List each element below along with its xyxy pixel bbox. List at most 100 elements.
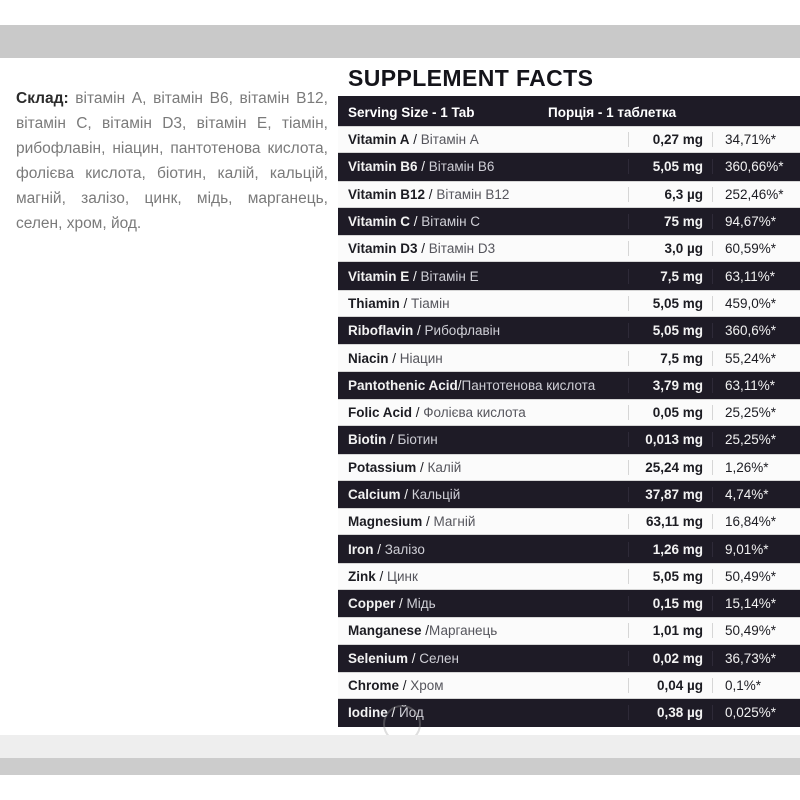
nutrient-name-separator: / — [400, 487, 412, 502]
nutrient-amount-cell: 7,5 mg — [628, 350, 712, 366]
nutrient-name-separator: / — [457, 377, 462, 393]
nutrient-name-ua: Вітамін B6 — [428, 159, 495, 175]
table-row: Zink / Цинк 5,05 mg 50,49%* — [338, 562, 800, 591]
table-row: Vitamin C / Вітамін C 75 mg 94,67%* — [338, 207, 800, 236]
nutrient-name-en: Folic Acid — [348, 405, 413, 421]
nutrient-name-en: Vitamin C — [348, 214, 411, 230]
nutrient-name-ua: Вітамін D3 — [428, 241, 496, 257]
nutrient-percent-cell: 63,11%* — [712, 377, 800, 393]
nutrient-name-cell: Chrome / Хром — [338, 678, 628, 693]
nutrient-name-ua: Калій — [427, 459, 462, 475]
content-panel: Склад: вітамін A, вітамін B6, вітамін B1… — [0, 58, 800, 735]
nutrient-percent-cell: 50,49%* — [712, 568, 800, 584]
nutrient-name-ua: Рибофлавін — [424, 323, 501, 339]
serving-size-ua: Порція - 1 таблетка — [548, 104, 677, 120]
nutrient-percent-cell: 459,0%* — [712, 295, 800, 311]
serving-size-row: Serving Size - 1 Tab Порція - 1 таблетка — [338, 98, 800, 126]
nutrient-name-en: Iron — [348, 541, 374, 557]
nutrient-name-cell: Riboflavin / Рибофлавін — [338, 323, 628, 338]
table-row: Biotin / Біотин 0,013 mg 25,25%* — [338, 426, 800, 454]
nutrient-name-cell: Biotin / Біотин — [338, 432, 628, 447]
nutrient-amount-cell: 5,05 mg — [628, 323, 712, 339]
nutrient-name-en: Manganese — [348, 623, 422, 639]
nutrient-name-separator: / — [417, 159, 429, 175]
nutrient-name-cell: Thiamin / Тіамін — [338, 296, 628, 311]
nutrient-name-en: Vitamin B12 — [348, 186, 426, 202]
table-row: Chrome / Хром 0,04 µg 0,1%* — [338, 671, 800, 700]
ingredients-label: Склад: — [16, 90, 69, 107]
nutrient-name-ua: Селен — [419, 650, 459, 666]
bottom-gray-band — [0, 758, 800, 775]
nutrient-name-separator: / — [421, 623, 430, 639]
serving-size-en: Serving Size - 1 Tab — [348, 104, 475, 120]
table-row: Magnesium / Магній 63,11 mg 16,84%* — [338, 508, 800, 536]
nutrient-percent-cell: 50,49%* — [712, 623, 800, 639]
table-row: Copper / Мідь 0,15 mg 15,14%* — [338, 590, 800, 618]
supplement-facts-table: SUPPLEMENT FACTS Serving Size - 1 Tab По… — [338, 58, 800, 727]
nutrient-name-ua: Хром — [410, 678, 444, 694]
nutrient-name-cell: Zink / Цинк — [338, 569, 628, 584]
nutrient-name-ua: Вітамін E — [420, 268, 479, 284]
nutrient-name-separator: / — [409, 268, 421, 284]
nutrient-name-ua: Пантотенова кислота — [461, 377, 596, 393]
nutrient-name-separator: / — [399, 678, 411, 694]
nutrient-name-separator: / — [412, 405, 424, 421]
nutrient-name-ua: Тіамін — [411, 295, 450, 311]
nutrient-name-separator: / — [399, 295, 412, 311]
nutrient-name-ua: Вітамін B12 — [436, 186, 510, 202]
table-row: Thiamin / Тіамін 5,05 mg 459,0%* — [338, 289, 800, 318]
nutrient-percent-cell: 360,66%* — [712, 159, 800, 175]
nutrient-percent-cell: 15,14%* — [712, 596, 800, 612]
table-row: Vitamin B12 / Вітамін B12 6,3 µg 252,46%* — [338, 180, 800, 208]
nutrient-name-cell: Iron / Залізо — [338, 542, 628, 557]
nutrient-amount-cell: 0,02 mg — [628, 650, 712, 666]
nutrient-name-en: Selenium — [348, 650, 409, 666]
table-row: Iodine / Йод 0,38 µg 0,025%* — [338, 699, 800, 727]
nutrient-amount-cell: 0,15 mg — [628, 596, 712, 612]
nutrient-percent-cell: 360,6%* — [712, 323, 800, 339]
nutrient-name-separator: / — [425, 186, 437, 202]
nutrient-name-cell: Vitamin B6 / Вітамін B6 — [338, 159, 628, 174]
nutrient-name-separator: / — [373, 541, 385, 557]
nutrient-name-ua: Мідь — [406, 596, 436, 612]
ingredients-block: Склад: вітамін A, вітамін B6, вітамін B1… — [16, 86, 328, 236]
nutrient-name-en: Thiamin — [348, 295, 400, 311]
nutrient-rows: Vitamin A / Вітамін A 0,27 mg 34,71%* Vitam… — [338, 126, 800, 727]
nutrient-amount-cell: 3,0 µg — [628, 241, 712, 257]
nutrient-name-cell: Iodine / Йод — [338, 705, 628, 720]
nutrient-percent-cell: 25,25%* — [712, 405, 800, 421]
nutrient-name-cell: Vitamin E / Вітамін E — [338, 269, 628, 284]
nutrient-name-cell: Manganese /Марганець — [338, 623, 628, 638]
nutrient-amount-cell: 7,5 mg — [628, 268, 712, 284]
nutrient-name-cell: Folic Acid / Фолієва кислота — [338, 405, 628, 420]
nutrient-percent-cell: 16,84%* — [712, 514, 800, 530]
nutrient-name-ua: Вітамін C — [421, 214, 481, 230]
nutrient-name-en: Potassium — [348, 459, 417, 475]
nutrient-amount-cell: 5,05 mg — [628, 159, 712, 175]
nutrient-name-en: Pantothenic Acid — [348, 377, 458, 393]
nutrient-percent-cell: 34,71%* — [712, 132, 800, 148]
nutrient-name-cell: Vitamin A / Вітамін A — [338, 132, 628, 147]
nutrient-amount-cell: 0,27 mg — [628, 132, 712, 148]
nutrient-amount-cell: 63,11 mg — [628, 514, 712, 530]
nutrient-amount-cell: 0,04 µg — [628, 678, 712, 694]
nutrient-percent-cell: 4,74%* — [712, 487, 800, 502]
nutrient-name-separator: / — [388, 350, 400, 366]
nutrient-amount-cell: 1,26 mg — [628, 541, 712, 557]
nutrient-name-cell: Calcium / Кальцій — [338, 487, 628, 502]
nutrient-name-ua: Йод — [399, 705, 424, 721]
nutrient-name-en: Vitamin D3 — [348, 241, 418, 257]
nutrient-name-cell: Selenium / Селен — [338, 651, 628, 666]
facts-title: SUPPLEMENT FACTS — [338, 58, 800, 98]
nutrient-name-ua: Марганець — [429, 623, 498, 639]
nutrient-percent-cell: 25,25%* — [712, 432, 800, 448]
nutrient-percent-cell: 36,73%* — [712, 650, 800, 666]
nutrient-name-en: Riboflavin — [348, 323, 414, 339]
nutrient-name-cell: Vitamin B12 / Вітамін B12 — [338, 187, 628, 202]
nutrient-percent-cell: 0,025%* — [712, 705, 800, 721]
nutrient-percent-cell: 252,46%* — [712, 186, 800, 202]
nutrient-name-en: Niacin — [348, 350, 389, 366]
nutrient-name-en: Chrome — [348, 678, 400, 694]
table-row: Vitamin D3 / Вітамін D3 3,0 µg 60,59%* — [338, 235, 800, 263]
nutrient-name-separator: / — [375, 568, 388, 584]
